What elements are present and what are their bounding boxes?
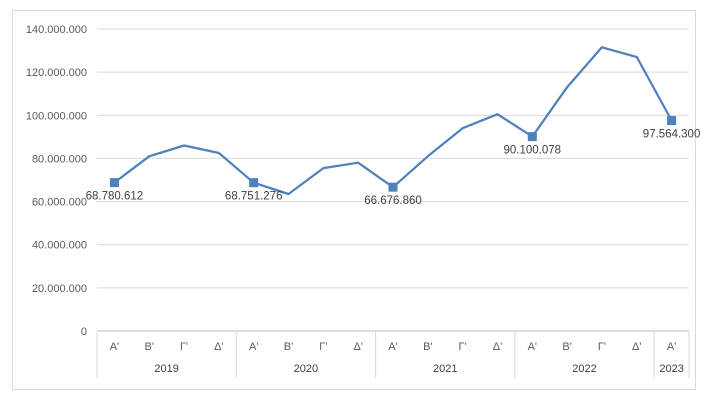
data-marker bbox=[109, 178, 119, 188]
x-tick-label: Α' bbox=[388, 341, 397, 353]
y-axis-tick-labels: 0 20.000.000 40.000.000 60.000.000 80.000.00… bbox=[26, 24, 87, 338]
data-label: 68.751.276 bbox=[225, 191, 283, 203]
x-tick-label: Β' bbox=[145, 341, 154, 353]
data-marker bbox=[527, 132, 537, 142]
x-tick-label: Β' bbox=[284, 341, 293, 353]
data-label: 97.564.300 bbox=[643, 129, 701, 141]
year-group-label: 2021 bbox=[433, 363, 457, 375]
y-tick-label: 40.000.000 bbox=[32, 240, 87, 252]
y-tick-label: 140.000.000 bbox=[26, 24, 87, 36]
x-tick-label: Δ' bbox=[493, 341, 502, 353]
data-labels: 68.780.612 68.751.276 66.676.860 90.100.078… bbox=[86, 129, 701, 208]
y-tick-label: 20.000.000 bbox=[32, 283, 87, 295]
y-tick-label: 120.000.000 bbox=[26, 67, 87, 79]
x-tick-label: Δ' bbox=[353, 341, 362, 353]
y-tick-label: 80.000.000 bbox=[32, 153, 87, 165]
data-markers bbox=[109, 116, 677, 192]
year-group-label: 2023 bbox=[659, 363, 683, 375]
data-marker bbox=[249, 178, 259, 188]
data-label: 66.676.860 bbox=[364, 195, 422, 207]
year-group-label: 2020 bbox=[294, 363, 318, 375]
x-tick-label: Α' bbox=[249, 341, 258, 353]
x-tick-label: Γ' bbox=[459, 341, 467, 353]
y-tick-label: 100.000.000 bbox=[26, 110, 87, 122]
gridlines bbox=[97, 28, 689, 332]
year-group-label: 2022 bbox=[572, 363, 596, 375]
data-marker bbox=[388, 182, 398, 192]
x-tick-label: Γ' bbox=[180, 341, 188, 353]
x-tick-label: Β' bbox=[562, 341, 571, 353]
x-tick-label: Γ' bbox=[598, 341, 606, 353]
year-group-label: 2019 bbox=[154, 363, 178, 375]
data-marker bbox=[667, 116, 677, 126]
x-tick-label: Β' bbox=[423, 341, 432, 353]
y-tick-label: 60.000.000 bbox=[32, 197, 87, 209]
x-tick-label: Γ' bbox=[319, 341, 327, 353]
x-axis: Α' Β' Γ' Δ' 2019 Α' Β' Γ' Δ' 2020 Α' Β' Γ' Δ' 2021 Α' Β'… bbox=[96, 331, 690, 378]
x-tick-label: Α' bbox=[528, 341, 537, 353]
y-tick-label: 0 bbox=[81, 326, 87, 338]
data-label: 90.100.078 bbox=[504, 145, 562, 157]
data-label: 68.780.612 bbox=[86, 191, 144, 203]
x-tick-label: Δ' bbox=[214, 341, 223, 353]
x-tick-label: Α' bbox=[667, 341, 676, 353]
series-line bbox=[113, 46, 673, 196]
x-tick-label: Δ' bbox=[632, 341, 641, 353]
chart-frame bbox=[12, 10, 696, 390]
x-tick-label: Α' bbox=[110, 341, 119, 353]
